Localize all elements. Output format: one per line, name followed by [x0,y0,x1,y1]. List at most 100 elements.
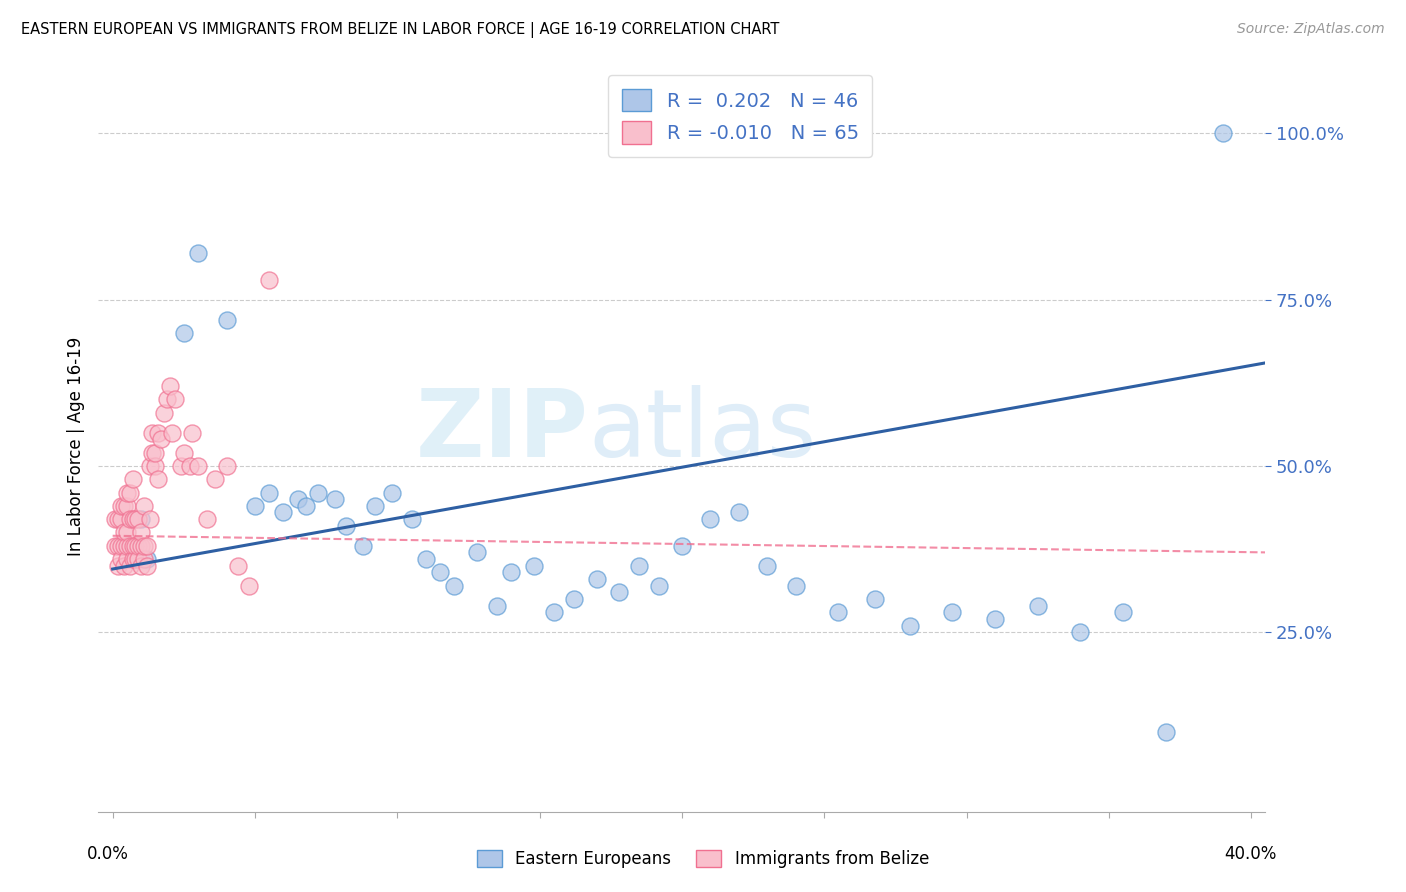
Point [143,445,166,459]
Point [121,472,143,486]
Point [628,558,651,573]
Point [129,558,152,573]
Point [443,579,465,593]
Point [118,485,141,500]
Point [898,618,921,632]
Point [112,558,135,573]
Point [238,579,260,593]
Point [127,539,149,553]
Point [257,273,280,287]
Point [648,579,671,593]
Point [110,512,132,526]
Point [104,539,127,553]
Point [865,591,887,606]
Point [124,539,146,553]
Point [132,539,155,553]
Point [562,591,585,606]
Point [607,585,630,599]
Point [401,512,423,526]
Point [121,512,143,526]
Point [132,499,155,513]
Point [141,425,163,440]
Point [127,512,149,526]
Point [941,605,963,619]
Point [112,539,135,553]
Point [115,499,138,513]
Point [226,558,249,573]
Point [138,512,160,526]
Point [124,512,146,526]
Point [187,458,209,473]
Point [215,312,238,326]
Point [150,433,173,447]
Point [121,539,143,553]
Point [121,552,143,566]
Point [257,485,280,500]
Point [129,512,152,526]
Point [118,558,141,573]
Point [129,539,152,553]
Text: EASTERN EUROPEAN VS IMMIGRANTS FROM BELIZE IN LABOR FORCE | AGE 16-19 CORRELATIO: EASTERN EUROPEAN VS IMMIGRANTS FROM BELI… [21,22,779,38]
Point [110,539,132,553]
Point [523,558,546,573]
Point [165,392,187,407]
Point [415,552,437,566]
Point [127,552,149,566]
Point [352,539,374,553]
Point [173,326,195,340]
Point [115,552,138,566]
Point [153,406,176,420]
Point [118,512,141,526]
Point [148,472,170,486]
Text: 40.0%: 40.0% [1225,845,1277,863]
Point [135,552,157,566]
Point [170,458,193,473]
Point [148,425,170,440]
Point [1212,127,1234,141]
Point [243,499,266,513]
Point [785,579,807,593]
Point [187,246,209,260]
Point [323,492,346,507]
Text: 0.0%: 0.0% [87,845,128,863]
Point [143,458,166,473]
Point [173,445,195,459]
Point [699,512,721,526]
Point [429,566,451,580]
Point [204,472,226,486]
Point [543,605,565,619]
Point [215,458,238,473]
Point [159,379,181,393]
Legend: Eastern Europeans, Immigrants from Belize: Eastern Europeans, Immigrants from Beliz… [471,843,935,875]
Point [984,612,1007,626]
Point [381,485,404,500]
Point [115,525,138,540]
Y-axis label: In Labor Force | Age 16-19: In Labor Force | Age 16-19 [66,336,84,556]
Point [110,499,132,513]
Point [115,485,138,500]
Point [124,552,146,566]
Text: Source: ZipAtlas.com: Source: ZipAtlas.com [1237,22,1385,37]
Point [827,605,849,619]
Point [104,512,127,526]
Text: atlas: atlas [589,385,817,477]
Point [335,518,357,533]
Point [1026,599,1049,613]
Point [107,512,129,526]
Point [110,552,132,566]
Legend: R =  0.202   N = 46, R = -0.010   N = 65: R = 0.202 N = 46, R = -0.010 N = 65 [609,75,872,157]
Point [138,458,160,473]
Point [179,458,201,473]
Point [287,492,309,507]
Point [115,539,138,553]
Point [141,445,163,459]
Point [671,539,693,553]
Text: ZIP: ZIP [416,385,589,477]
Point [162,425,184,440]
Point [115,539,138,553]
Point [107,558,129,573]
Point [107,539,129,553]
Point [1112,605,1135,619]
Point [585,572,607,586]
Point [118,539,141,553]
